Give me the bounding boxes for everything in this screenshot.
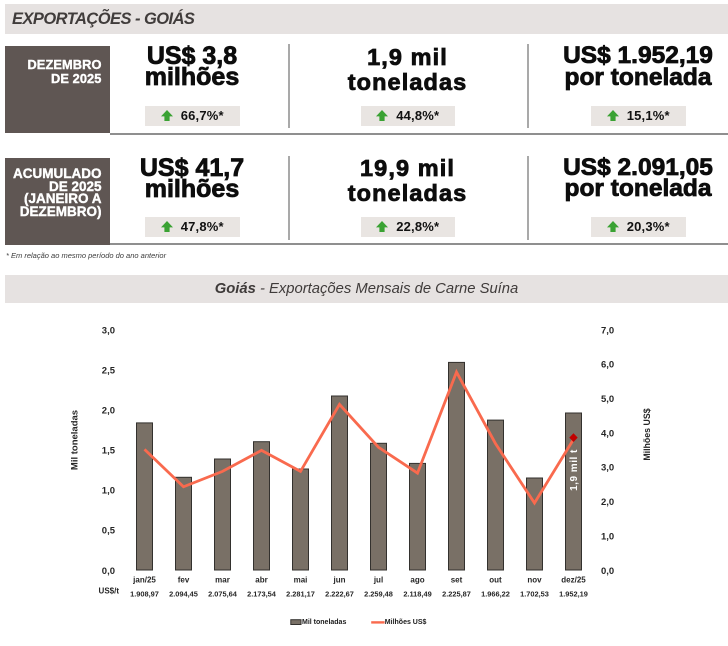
svg-text:2.094,45: 2.094,45: [169, 590, 198, 599]
svg-text:2.173,54: 2.173,54: [247, 590, 277, 599]
svg-text:jul: jul: [373, 575, 383, 584]
svg-text:3,0: 3,0: [102, 325, 115, 336]
svg-text:set: set: [451, 575, 463, 584]
svg-text:6,0: 6,0: [601, 360, 614, 371]
svg-text:2.222,67: 2.222,67: [325, 590, 354, 599]
svg-text:Mil toneladas: Mil toneladas: [69, 410, 80, 470]
svg-text:ago: ago: [410, 575, 424, 584]
svg-text:US$/t: US$/t: [99, 587, 120, 596]
svg-text:0,5: 0,5: [102, 526, 116, 537]
svg-text:2,0: 2,0: [601, 497, 614, 508]
svg-text:jun: jun: [333, 575, 346, 584]
svg-text:4,0: 4,0: [601, 428, 614, 439]
svg-text:2.075,64: 2.075,64: [208, 590, 238, 599]
svg-text:1,0: 1,0: [601, 531, 614, 542]
svg-text:1.702,53: 1.702,53: [520, 590, 549, 599]
svg-text:mai: mai: [294, 575, 308, 584]
svg-text:Mil toneladas: Mil toneladas: [302, 619, 346, 626]
svg-text:Milhões US$: Milhões US$: [642, 408, 652, 460]
svg-text:abr: abr: [255, 575, 267, 584]
svg-text:jan/25: jan/25: [132, 575, 156, 584]
svg-text:nov: nov: [527, 575, 542, 584]
svg-text:1.908,97: 1.908,97: [130, 590, 159, 599]
svg-text:3,0: 3,0: [601, 463, 614, 474]
svg-text:2.281,17: 2.281,17: [286, 590, 315, 599]
svg-text:mar: mar: [215, 575, 230, 584]
svg-text:1.952,19: 1.952,19: [559, 590, 588, 599]
svg-text:2.118,49: 2.118,49: [403, 590, 431, 599]
svg-text:0,0: 0,0: [601, 566, 614, 577]
svg-text:7,0: 7,0: [601, 325, 614, 336]
svg-text:2.259,48: 2.259,48: [364, 590, 393, 599]
svg-text:1,0: 1,0: [102, 486, 115, 497]
svg-text:1,5: 1,5: [102, 446, 116, 457]
svg-text:2.225,87: 2.225,87: [442, 590, 471, 599]
svg-text:dez/25: dez/25: [561, 575, 586, 584]
svg-text:fev: fev: [178, 575, 190, 584]
svg-text:0,0: 0,0: [102, 566, 115, 577]
svg-text:1.966,22: 1.966,22: [481, 590, 510, 599]
svg-text:out: out: [489, 575, 502, 584]
svg-text:1,9 mil t: 1,9 mil t: [569, 449, 580, 491]
svg-text:2,0: 2,0: [102, 406, 115, 417]
svg-text:Milhões US$: Milhões US$: [385, 619, 427, 626]
svg-text:5,0: 5,0: [601, 394, 614, 405]
svg-text:2,5: 2,5: [102, 365, 116, 376]
